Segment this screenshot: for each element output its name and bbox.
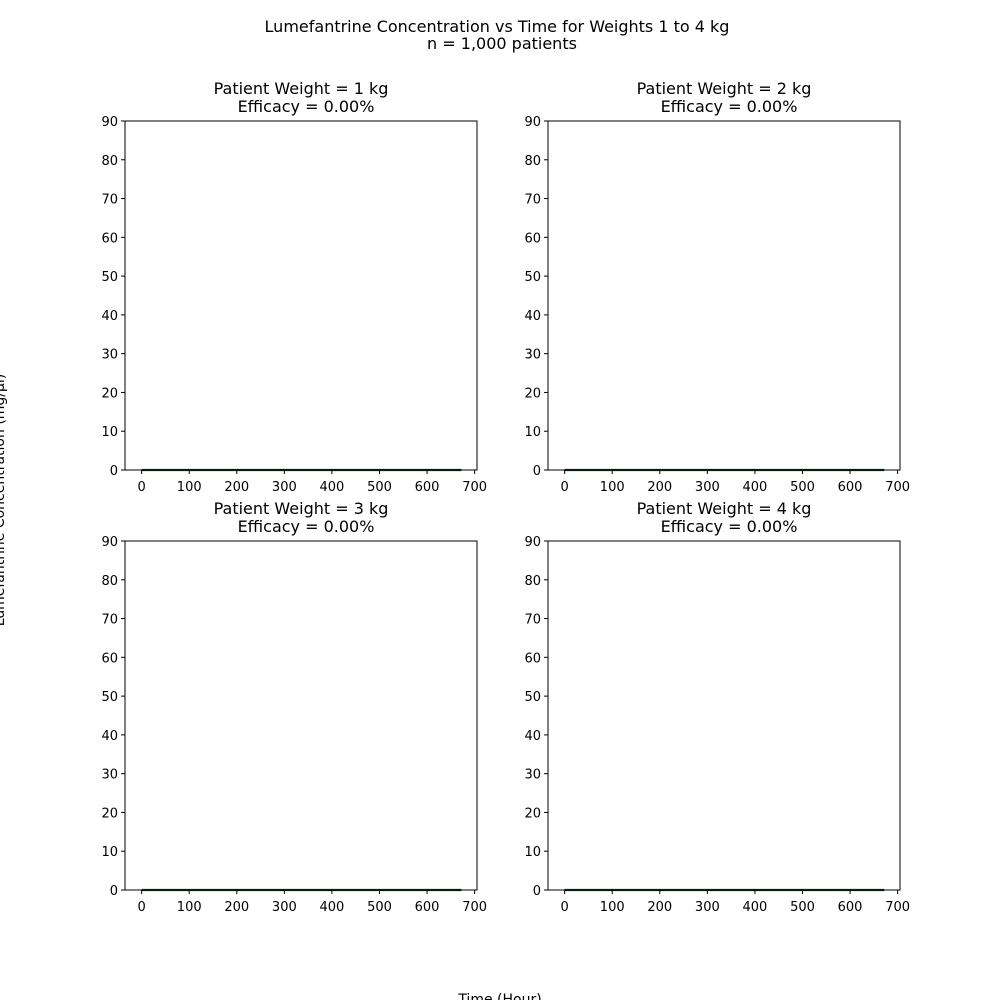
y-tick-label: 20	[101, 386, 118, 401]
y-tick-label: 70	[524, 613, 541, 628]
x-tick-label: 600	[838, 900, 863, 915]
x-tick-label: 100	[600, 900, 625, 915]
y-tick-label: 90	[524, 535, 541, 550]
x-tick-label: 300	[695, 480, 720, 495]
y-tick-label: 10	[524, 845, 541, 860]
x-tick-label: 100	[600, 480, 625, 495]
x-tick-label: 500	[790, 900, 815, 915]
x-tick-label: 0	[138, 480, 146, 495]
axes-frame	[547, 540, 901, 891]
y-tick-label: 30	[101, 348, 118, 363]
y-tick-label: 10	[524, 425, 541, 440]
subplot-title: Patient Weight = 4 kg	[637, 499, 812, 518]
x-tick-label: 700	[462, 480, 487, 495]
y-tick-label: 0	[110, 884, 118, 899]
x-tick-label: 600	[838, 480, 863, 495]
x-tick-label: 0	[561, 480, 569, 495]
y-tick-label: 50	[101, 270, 118, 285]
y-tick-label: 80	[101, 574, 118, 589]
y-tick-label: 90	[101, 535, 118, 550]
y-tick-label: 40	[524, 729, 541, 744]
y-tick-label: 50	[524, 270, 541, 285]
y-tick-label: 40	[101, 729, 118, 744]
y-tick-label: 10	[101, 845, 118, 860]
y-tick-label: 70	[524, 193, 541, 208]
subplot-title: Patient Weight = 2 kg	[637, 79, 812, 98]
y-tick-label: 0	[110, 464, 118, 479]
x-tick-label: 0	[138, 900, 146, 915]
y-tick-label: 50	[524, 690, 541, 705]
y-tick-label: 30	[524, 768, 541, 783]
y-tick-label: 40	[101, 309, 118, 324]
x-tick-label: 400	[743, 900, 768, 915]
x-tick-label: 0	[561, 900, 569, 915]
x-tick-label: 400	[320, 480, 345, 495]
x-tick-label: 100	[177, 900, 202, 915]
x-tick-label: 500	[367, 900, 392, 915]
y-tick-label: 80	[524, 154, 541, 169]
x-tick-label: 700	[885, 900, 910, 915]
subplot-subtitle: Efficacy = 0.00%	[661, 97, 798, 116]
x-tick-label: 200	[647, 480, 672, 495]
subplot-title: Patient Weight = 3 kg	[214, 499, 389, 518]
y-tick-label: 20	[524, 806, 541, 821]
y-tick-label: 0	[533, 884, 541, 899]
x-tick-label: 200	[647, 900, 672, 915]
y-tick-label: 30	[101, 768, 118, 783]
x-tick-label: 500	[367, 480, 392, 495]
subplot-title: Patient Weight = 1 kg	[214, 79, 389, 98]
x-tick-label: 700	[885, 480, 910, 495]
x-tick-label: 200	[224, 480, 249, 495]
x-tick-label: 400	[320, 900, 345, 915]
x-tick-label: 200	[224, 900, 249, 915]
shared-y-axis-label: Lumefantrine Concentration (mg/µl)	[0, 374, 8, 627]
x-tick-label: 400	[743, 480, 768, 495]
y-tick-label: 0	[533, 464, 541, 479]
axes-frame	[124, 120, 478, 471]
axes-frame	[124, 540, 478, 891]
x-tick-label: 500	[790, 480, 815, 495]
y-tick-label: 40	[524, 309, 541, 324]
y-tick-label: 10	[101, 425, 118, 440]
y-tick-label: 60	[101, 651, 118, 666]
x-tick-label: 600	[415, 900, 440, 915]
y-tick-label: 90	[524, 115, 541, 130]
y-tick-label: 20	[524, 386, 541, 401]
x-tick-label: 300	[272, 900, 297, 915]
y-tick-label: 30	[524, 348, 541, 363]
subplot-subtitle: Efficacy = 0.00%	[661, 517, 798, 536]
x-tick-label: 100	[177, 480, 202, 495]
y-tick-label: 90	[101, 115, 118, 130]
figure-subtitle: n = 1,000 patients	[427, 34, 577, 53]
y-tick-label: 50	[101, 690, 118, 705]
x-tick-label: 600	[415, 480, 440, 495]
y-tick-label: 80	[524, 574, 541, 589]
y-tick-label: 20	[101, 806, 118, 821]
shared-x-axis-label: Time (Hour)	[457, 992, 541, 1000]
y-tick-label: 80	[101, 154, 118, 169]
subplot-subtitle: Efficacy = 0.00%	[238, 97, 375, 116]
y-tick-label: 70	[101, 613, 118, 628]
figure-title: Lumefantrine Concentration vs Time for W…	[265, 17, 730, 36]
subplot-subtitle: Efficacy = 0.00%	[238, 517, 375, 536]
axes-frame	[547, 120, 901, 471]
x-tick-label: 300	[272, 480, 297, 495]
y-tick-label: 70	[101, 193, 118, 208]
x-tick-label: 700	[462, 900, 487, 915]
y-tick-label: 60	[524, 231, 541, 246]
y-tick-label: 60	[524, 651, 541, 666]
x-tick-label: 300	[695, 900, 720, 915]
y-tick-label: 60	[101, 231, 118, 246]
